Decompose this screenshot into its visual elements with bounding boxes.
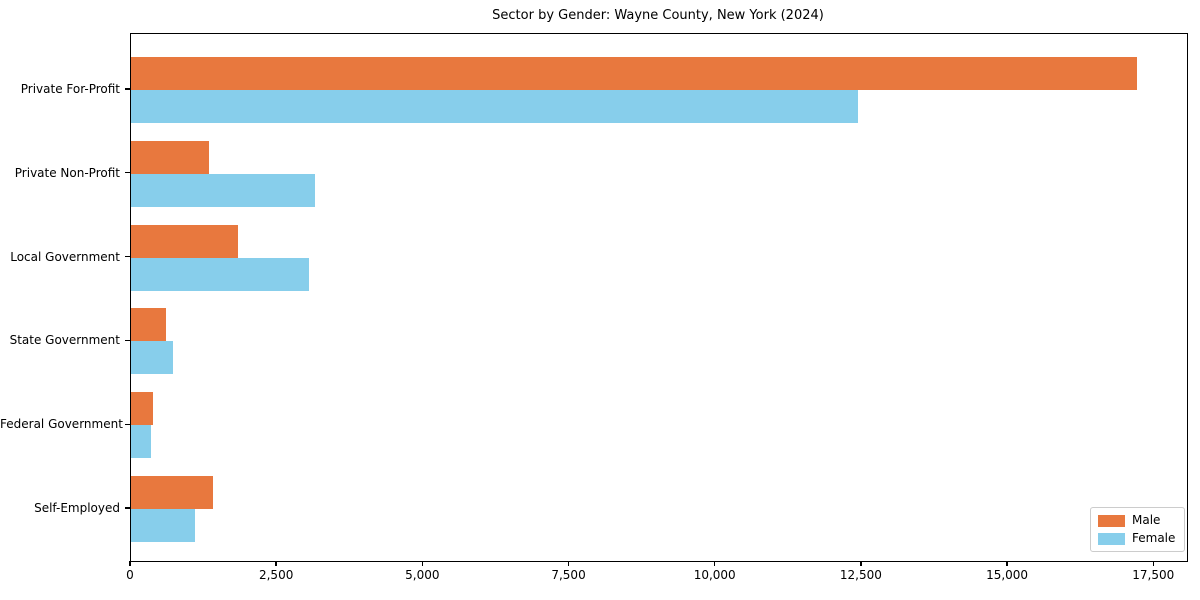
bar-male-1 bbox=[131, 140, 209, 174]
x-axis-tick-label: 2,500 bbox=[258, 568, 294, 582]
bar-female-5 bbox=[131, 509, 195, 542]
bar-female-2 bbox=[131, 257, 309, 291]
bar-male-0 bbox=[131, 57, 1137, 90]
x-axis-tick-label: 7,500 bbox=[551, 568, 586, 582]
y-tick-mark bbox=[125, 339, 130, 342]
y-tick-mark bbox=[125, 423, 130, 425]
x-tick-mark bbox=[860, 561, 862, 566]
y-axis-category-label: Private Non-Profit bbox=[14, 165, 120, 180]
y-tick-mark bbox=[125, 88, 130, 90]
x-tick-mark bbox=[714, 561, 716, 566]
x-axis-tick-label: 17,500 bbox=[1132, 568, 1175, 582]
x-axis-tick-label: 0 bbox=[126, 568, 134, 582]
legend-label: Female bbox=[1132, 531, 1176, 545]
bar-male-3 bbox=[131, 308, 167, 342]
bar-male-2 bbox=[131, 224, 238, 258]
x-tick-mark bbox=[275, 561, 277, 566]
x-axis-tick-label: 12,500 bbox=[839, 568, 882, 582]
x-axis-tick-label: 15,000 bbox=[986, 568, 1029, 582]
x-tick-mark bbox=[567, 561, 570, 566]
x-tick-mark bbox=[421, 561, 424, 566]
y-axis-category-label: Federal Government bbox=[0, 417, 123, 432]
legend-label: Male bbox=[1132, 513, 1161, 527]
x-tick-mark bbox=[129, 561, 131, 566]
bar-female-3 bbox=[131, 341, 174, 375]
x-axis-tick-label: 10,000 bbox=[693, 568, 736, 582]
x-tick-mark bbox=[1152, 561, 1154, 566]
y-axis-category-label: Self-Employed bbox=[34, 501, 120, 515]
bar-female-0 bbox=[131, 90, 858, 123]
bar-female-4 bbox=[131, 425, 151, 459]
y-axis-category-label: Local Government bbox=[10, 249, 120, 264]
bar-male-5 bbox=[131, 476, 213, 509]
legend-item-male: Male bbox=[1098, 514, 1175, 527]
y-axis-category-label: Private For-Profit bbox=[20, 82, 120, 96]
bar-female-1 bbox=[131, 173, 315, 207]
y-tick-mark bbox=[125, 507, 130, 509]
y-axis-category-label: State Government bbox=[9, 333, 120, 348]
plot-area bbox=[130, 33, 1188, 562]
legend-swatch-female bbox=[1098, 532, 1125, 545]
y-tick-mark bbox=[125, 255, 130, 258]
legend: Male Female bbox=[1090, 507, 1186, 552]
legend-item-female: Female bbox=[1098, 532, 1175, 545]
bar-male-4 bbox=[131, 392, 154, 426]
chart-title: Sector by Gender: Wayne County, New York… bbox=[492, 8, 824, 23]
x-axis-tick-label: 5,000 bbox=[405, 568, 440, 582]
legend-swatch-male bbox=[1098, 514, 1125, 527]
y-tick-mark bbox=[125, 172, 130, 174]
x-tick-mark bbox=[1006, 561, 1008, 566]
